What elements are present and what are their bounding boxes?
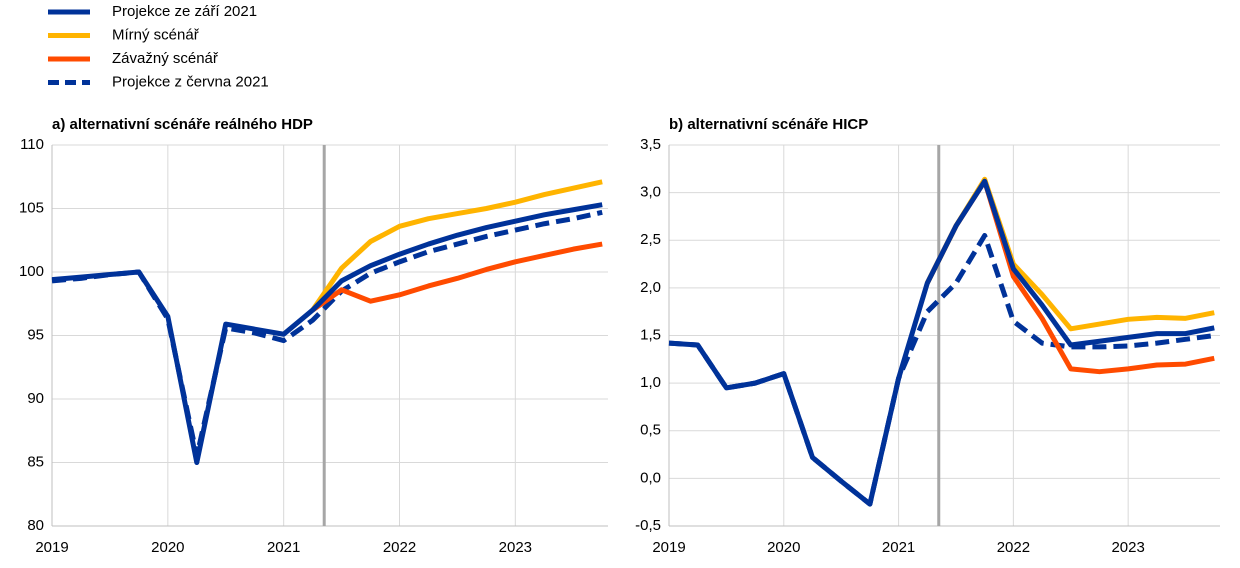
series-line [311, 241, 603, 313]
y-tick-label: -0,5 [635, 517, 661, 534]
legend-label: Závažný scénář [112, 50, 219, 67]
x-tick-label: 2020 [767, 539, 800, 556]
x-tick-label: 2019 [35, 539, 68, 556]
series-line [51, 202, 603, 465]
y-tick-label: 1,5 [640, 326, 661, 343]
y-tick-label: 110 [20, 136, 44, 153]
y-tick-label: 90 [27, 390, 44, 407]
legend-label: Projekce z června 2021 [112, 73, 269, 90]
y-tick-label: 105 [19, 199, 44, 216]
x-tick-label: 2019 [652, 539, 685, 556]
x-tick-label: 2022 [383, 539, 416, 556]
y-tick-label: 2,5 [640, 231, 661, 248]
y-tick-label: 80 [27, 517, 44, 534]
y-tick-label: 3,5 [640, 136, 661, 153]
x-tick-label: 2021 [882, 539, 915, 556]
x-tick-label: 2023 [499, 539, 532, 556]
y-tick-label: 95 [27, 326, 44, 343]
legend-label: Mírný scénář [112, 26, 200, 43]
dashed-line [51, 209, 603, 459]
series-line [668, 178, 1215, 507]
legend-label: Projekce ze září 2021 [112, 3, 257, 20]
x-tick-label: 2020 [151, 539, 184, 556]
chart-title: b) alternativní scénáře HICP [669, 116, 868, 133]
y-tick-label: 1,0 [640, 374, 661, 391]
y-tick-label: 0,5 [640, 422, 661, 439]
x-tick-label: 2023 [1111, 539, 1144, 556]
x-tick-label: 2022 [997, 539, 1030, 556]
y-tick-label: 85 [27, 453, 44, 470]
y-tick-label: 0,0 [640, 469, 661, 486]
y-tick-label: 3,0 [640, 184, 661, 201]
chart-title: a) alternativní scénáře reálného HDP [52, 116, 313, 133]
x-tick-label: 2021 [267, 539, 300, 556]
series-line [310, 179, 603, 312]
y-tick-label: 100 [19, 263, 44, 280]
y-tick-label: 2,0 [640, 279, 661, 296]
